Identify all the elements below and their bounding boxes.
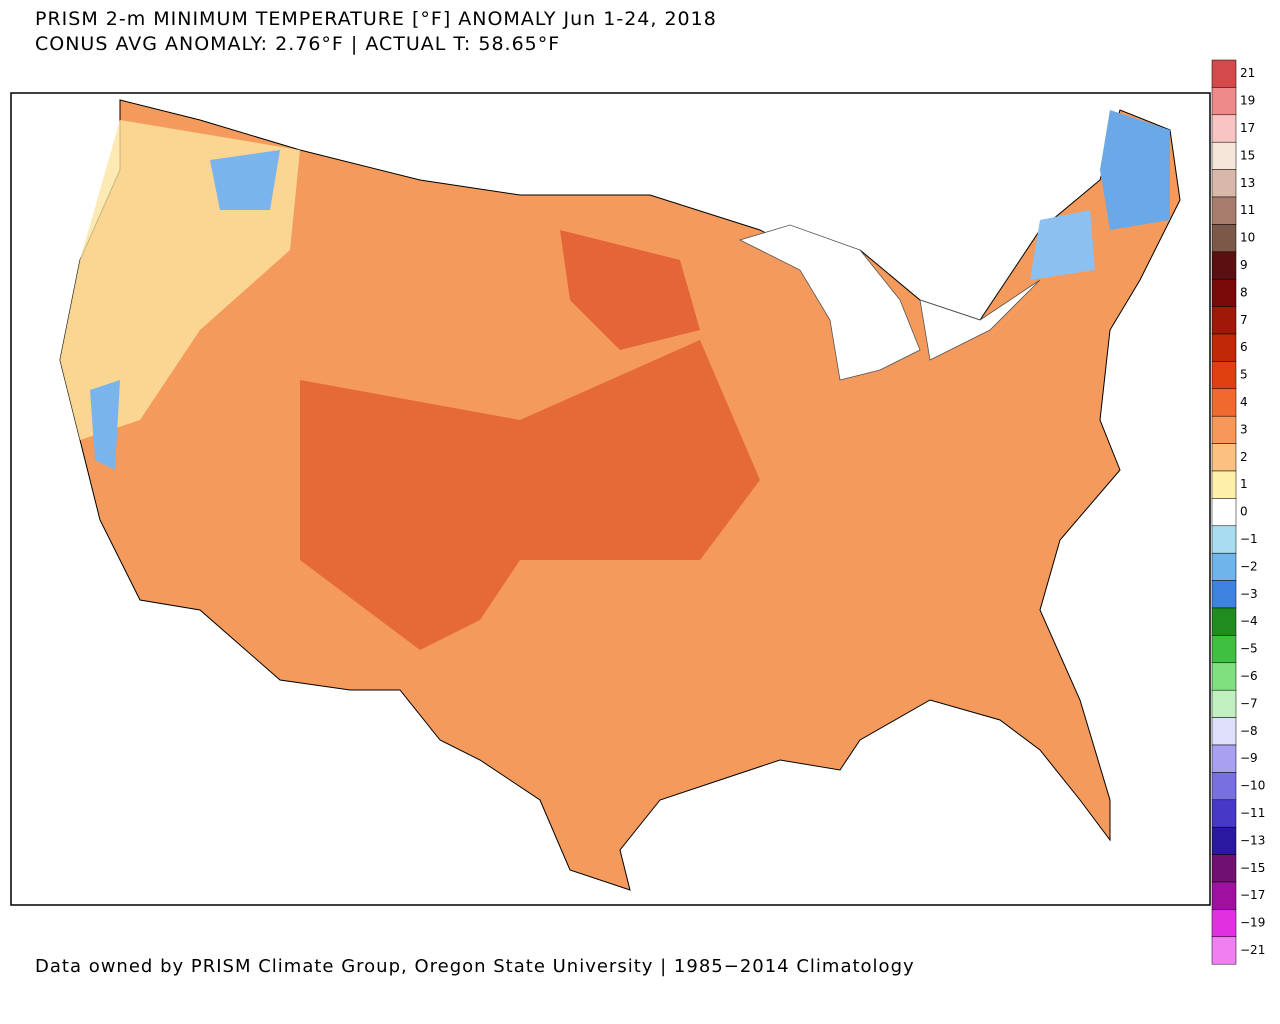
colorbar-swatch	[1211, 772, 1237, 801]
colorbar-label: −8	[1240, 724, 1258, 738]
colorbar-swatch	[1211, 470, 1237, 499]
colorbar-label: −15	[1240, 861, 1265, 875]
colorbar-swatch	[1211, 361, 1237, 390]
colorbar-label: 3	[1240, 422, 1248, 436]
colorbar-label: 11	[1240, 203, 1255, 217]
great-lakes	[919, 279, 1041, 361]
colorbar-swatch	[1211, 936, 1237, 965]
colorbar-label: −2	[1240, 559, 1258, 573]
colorbar-label: 21	[1240, 66, 1255, 80]
warm-area	[560, 230, 700, 350]
great-lakes	[738, 224, 921, 381]
colorbar-label: 8	[1240, 285, 1248, 299]
colorbar-swatch	[1211, 278, 1237, 307]
colorbar-label: 6	[1240, 340, 1248, 354]
colorbar-label: −13	[1240, 833, 1265, 847]
colorbar-swatch	[1211, 306, 1237, 335]
cool-area	[1030, 210, 1095, 280]
colorbar-swatch	[1211, 826, 1237, 855]
colorbar-swatch	[1211, 415, 1237, 444]
footer: Data owned by PRISM Climate Group, Orego…	[35, 956, 915, 977]
colorbar-label: 1	[1240, 477, 1248, 491]
colorbar-swatch	[1211, 196, 1237, 225]
subtitle: CONUS AVG ANOMALY: 2.76°F | ACTUAL T: 58…	[35, 33, 560, 55]
colorbar-swatch	[1211, 388, 1237, 417]
colorbar-swatch	[1211, 87, 1237, 116]
colorbar-swatch	[1211, 662, 1237, 691]
warm-area	[300, 340, 760, 650]
colorbar-label: 15	[1240, 148, 1255, 162]
colorbar-label: 7	[1240, 313, 1248, 327]
colorbar-swatch	[1211, 525, 1237, 554]
colorbar-label: −11	[1240, 806, 1265, 820]
colorbar-swatch	[1211, 909, 1237, 938]
colorbar-swatch	[1211, 443, 1237, 472]
colorbar-swatch	[1211, 744, 1237, 773]
colorbar-label: −1	[1240, 532, 1258, 546]
colorbar-swatch	[1211, 607, 1237, 636]
colorbar-label: −10	[1240, 779, 1265, 793]
colorbar-label: 17	[1240, 121, 1255, 135]
map	[10, 92, 1211, 906]
colorbar-label: 10	[1240, 231, 1255, 245]
colorbar-swatch	[1211, 580, 1237, 609]
colorbar-swatch	[1211, 141, 1237, 170]
colorbar-swatch	[1211, 717, 1237, 746]
colorbar-swatch	[1211, 689, 1237, 718]
colorbar-swatch	[1211, 552, 1237, 581]
colorbar-label: −7	[1240, 696, 1258, 710]
colorbar-swatch	[1211, 251, 1237, 280]
colorbar-label: −4	[1240, 614, 1258, 628]
cool-area	[90, 380, 120, 470]
colorbar-swatch	[1211, 881, 1237, 910]
colorbar-swatch	[1211, 224, 1237, 253]
colorbar-label: −19	[1240, 916, 1265, 930]
colorbar-label: −17	[1240, 888, 1265, 902]
colorbar: 211917151311109876543210−1−2−3−4−5−6−7−8…	[1211, 59, 1265, 965]
colorbar-swatch	[1211, 169, 1237, 198]
colorbar-label: −5	[1240, 642, 1258, 656]
colorbar-swatch	[1211, 59, 1237, 88]
colorbar-swatch	[1211, 498, 1237, 527]
colorbar-label: −6	[1240, 669, 1258, 683]
colorbar-label: −9	[1240, 751, 1258, 765]
cool-area	[210, 150, 280, 210]
colorbar-label: 9	[1240, 258, 1248, 272]
colorbar-swatch	[1211, 333, 1237, 362]
colorbar-swatch	[1211, 114, 1237, 143]
colorbar-swatch	[1211, 635, 1237, 664]
colorbar-swatch	[1211, 799, 1237, 828]
colorbar-label: 5	[1240, 368, 1248, 382]
colorbar-label: 2	[1240, 450, 1248, 464]
colorbar-label: 0	[1240, 505, 1248, 519]
cool-area	[1100, 110, 1170, 230]
colorbar-label: −21	[1240, 943, 1265, 957]
colorbar-label: −3	[1240, 587, 1258, 601]
colorbar-label: 19	[1240, 94, 1255, 108]
colorbar-label: 4	[1240, 395, 1248, 409]
colorbar-label: 13	[1240, 176, 1255, 190]
colorbar-swatch	[1211, 854, 1237, 883]
title: PRISM 2-m MINIMUM TEMPERATURE [°F] ANOMA…	[35, 8, 717, 30]
